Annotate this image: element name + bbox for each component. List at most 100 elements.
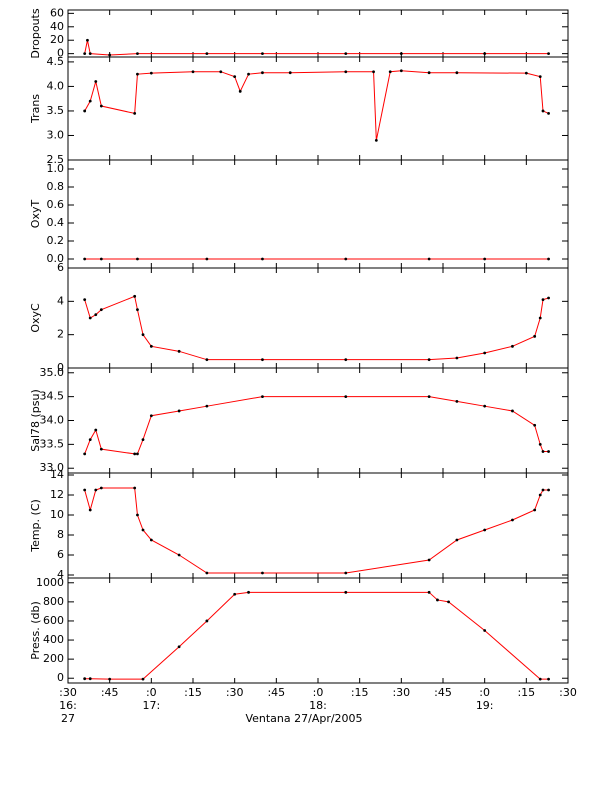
x-tick-label: :15 [184,686,202,699]
y-tick-label: 800 [43,595,64,608]
data-point [149,344,153,348]
data-point [511,518,514,522]
data-point [524,71,528,75]
data-point [344,571,348,575]
data-point [541,109,545,113]
data-point [511,409,514,413]
data-point [483,257,487,261]
y-axis-label: Sal78 (psu) [29,389,42,452]
data-point [455,71,459,75]
data-point [83,109,87,113]
data-line [84,70,549,141]
data-point [205,358,209,362]
data-point [133,452,137,456]
x-tick-label: :30 [392,686,410,699]
data-point [136,52,139,56]
data-point [547,296,550,300]
data-point [261,71,264,75]
y-tick-label: 40 [50,20,64,33]
x-tick-label: :45 [434,686,452,699]
x-axis-label: Ventana 27/Apr/2005 [245,712,362,725]
data-point [83,488,87,492]
data-point [399,52,403,56]
x-tick-label: :0 [146,686,157,699]
y-tick-label: 20 [50,33,64,46]
data-point [136,72,139,76]
data-line [84,295,549,361]
x-tick-label: :15 [517,686,535,699]
data-line [84,487,549,574]
data-point [427,71,431,75]
y-tick-label: 10 [50,508,64,521]
y-tick-label: 4.5 [47,55,65,68]
data-point [455,538,459,542]
x-tick-label: :30 [226,686,244,699]
panel-frame [67,267,569,369]
y-tick-label: 14 [50,468,64,481]
x-tick-label: :30 [559,686,577,699]
data-point [547,677,550,681]
data-point [219,70,223,74]
data-point [136,257,139,261]
data-point [108,53,112,57]
data-point [88,438,92,441]
x-tick-label: :0 [313,686,324,699]
data-point [344,395,348,399]
data-point [205,257,209,261]
data-point [141,438,145,441]
y-tick-label: 6 [57,261,64,274]
y-tick-label: 0.2 [47,234,65,247]
data-point [99,447,103,451]
data-point [547,488,550,492]
data-point [455,356,459,360]
data-point [288,71,292,75]
y-tick-label: 0.8 [47,180,65,193]
data-point [94,80,98,83]
data-point [99,104,103,108]
data-point [141,677,145,681]
data-point [133,112,137,115]
panel-frame [67,577,569,684]
data-point [399,69,403,73]
data-point [205,52,209,56]
data-point [547,112,550,115]
data-point [533,423,537,427]
data-point [427,358,431,362]
hour-label: 17: [142,699,160,712]
data-point [133,486,137,490]
data-point [88,99,92,103]
y-tick-label: 1000 [36,576,64,589]
data-point [261,257,264,261]
y-tick-label: 0 [57,361,64,374]
x-tick-label: :45 [101,686,119,699]
data-point [344,358,348,362]
y-tick-label: 200 [43,652,64,665]
data-point [83,52,87,56]
y-tick-label: 2 [57,328,64,341]
y-axis-label: Trans [29,94,42,124]
data-point [538,75,542,79]
data-point [261,358,264,362]
data-point [94,488,98,492]
data-point [136,513,139,517]
data-point [374,138,378,142]
data-point [261,395,264,399]
data-point [483,52,487,56]
data-line [84,396,549,455]
y-tick-label: 34.0 [40,414,65,427]
y-axis-label: Dropouts [29,8,42,58]
y-axis-label: Temp. (C) [29,499,42,553]
data-point [455,400,459,403]
data-point [547,257,550,261]
data-point [177,553,181,557]
y-tick-label: 1.0 [47,162,65,175]
data-point [177,349,181,353]
data-point [94,313,98,317]
data-point [83,677,87,681]
data-point [436,598,439,602]
data-point [538,677,542,681]
y-tick-label: 2.5 [47,153,65,166]
data-point [344,52,348,56]
data-point [344,70,348,74]
data-point [533,334,537,338]
